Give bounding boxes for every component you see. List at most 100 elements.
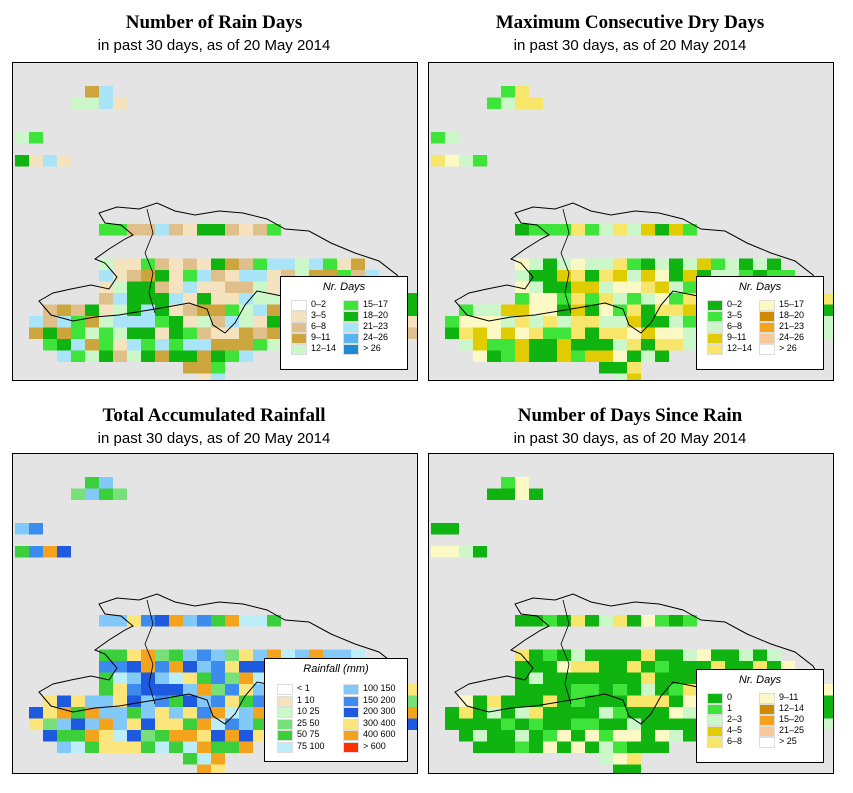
legend-swatch [343,333,359,344]
grid-cell [85,730,99,742]
grid-cell [543,672,557,684]
grid-cell [253,327,267,339]
grid-cell [683,695,697,707]
grid-cell [99,339,113,351]
grid-cell [613,373,627,380]
grid-cell [253,684,267,696]
grid-cell [543,350,557,362]
grid-cell [113,281,127,293]
grid-cell [197,327,211,339]
grid-cell [169,327,183,339]
grid-cell [501,707,515,719]
grid-cell [113,718,127,730]
grid-cell [431,523,445,535]
grid-cell [613,316,627,328]
grid-cell [641,293,655,305]
grid-cell [127,684,141,696]
grid-cell [613,649,627,661]
grid-cell [29,523,43,535]
grid-cell [557,293,571,305]
grid-cell [557,741,571,753]
grid-cell [655,258,669,270]
grid-cell [43,304,57,316]
grid-cell [557,258,571,270]
grid-cell [557,316,571,328]
grid-cell [669,707,683,719]
grid-cell [43,695,57,707]
grid-cell [627,270,641,282]
grid-cell [641,258,655,270]
grid-cell [557,649,571,661]
grid-cell [211,224,225,236]
grid-cell [473,304,487,316]
grid-cell [407,684,417,696]
grid-cell [169,316,183,328]
grid-cell [487,339,501,351]
grid-cell [599,281,613,293]
grid-cell [113,224,127,236]
grid-cell [29,316,43,328]
grid-cell [211,362,225,374]
panel-title: Maximum Consecutive Dry Days [495,12,765,33]
grid-cell [655,707,669,719]
grid-cell [445,718,459,730]
grid-cell [445,155,459,167]
grid-cell [15,523,29,535]
grid-cell [669,684,683,696]
grid-cell [239,741,253,753]
grid-cell [501,477,515,489]
grid-cell [739,661,753,673]
grid-cell [515,350,529,362]
grid-cell [627,224,641,236]
grid-cell [599,718,613,730]
grid-cell [515,86,529,98]
grid-cell [183,718,197,730]
grid-cell [655,684,669,696]
grid-cell [739,649,753,661]
legend-label: 12–14 [311,343,337,353]
grid-cell [141,615,155,627]
grid-cell [431,155,445,167]
legend-swatch [343,344,359,355]
grid-cell [141,718,155,730]
grid-cell [155,718,169,730]
grid-cell [473,695,487,707]
grid-cell [211,718,225,730]
grid-cell [641,304,655,316]
grid-cell [211,316,225,328]
grid-cell [197,339,211,351]
grid-cell [169,281,183,293]
grid-cell [169,718,183,730]
grid-cell [487,741,501,753]
legend-label: 15–17 [779,299,805,309]
grid-cell [183,258,197,270]
grid-cell [99,672,113,684]
grid-cell [711,649,725,661]
grid-cell [29,718,43,730]
grid-cell [295,258,309,270]
grid-cell [197,730,211,742]
grid-cell [613,362,627,374]
grid-cell [655,304,669,316]
legend-swatch [759,344,775,355]
grid-cell [113,695,127,707]
grid-cell [571,649,585,661]
grid-cell [473,718,487,730]
grid-cell [183,304,197,316]
grid-cell [169,304,183,316]
grid-cell [613,293,627,305]
grid-cell [543,649,557,661]
legend-label: 3–5 [727,310,743,320]
grid-cell [613,339,627,351]
grid-cell [15,132,29,144]
grid-cell [515,718,529,730]
grid-cell [557,281,571,293]
grid-cell [529,741,543,753]
grid-cell [99,327,113,339]
grid-cell [613,718,627,730]
grid-cell [127,649,141,661]
grid-cell [515,488,529,500]
grid-cell [15,155,29,167]
grid-cell [529,327,543,339]
grid-cell [141,224,155,236]
